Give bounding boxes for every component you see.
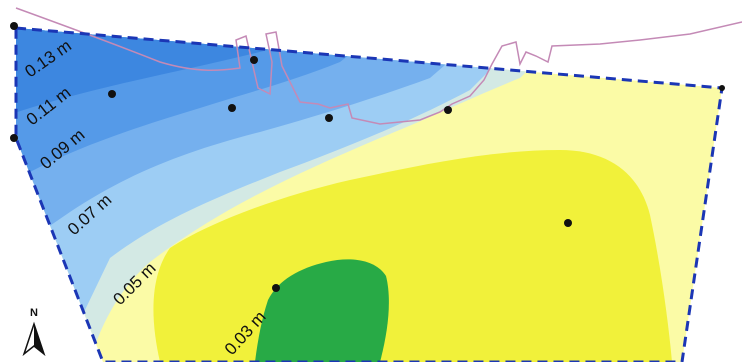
sample-point [108, 90, 116, 98]
sample-point [228, 104, 236, 112]
north-arrow: N [22, 307, 46, 357]
sample-point [272, 284, 280, 292]
north-arrow-label: N [30, 307, 38, 319]
sample-point [250, 56, 258, 64]
sample-point [325, 114, 333, 122]
band-green [255, 259, 389, 362]
sample-point [719, 85, 725, 91]
sample-point [444, 106, 452, 114]
sample-point [10, 134, 18, 142]
sample-point [10, 22, 18, 30]
north-arrow-shaded-half [34, 324, 44, 354]
sample-point [564, 219, 572, 227]
sample-points [10, 22, 725, 292]
